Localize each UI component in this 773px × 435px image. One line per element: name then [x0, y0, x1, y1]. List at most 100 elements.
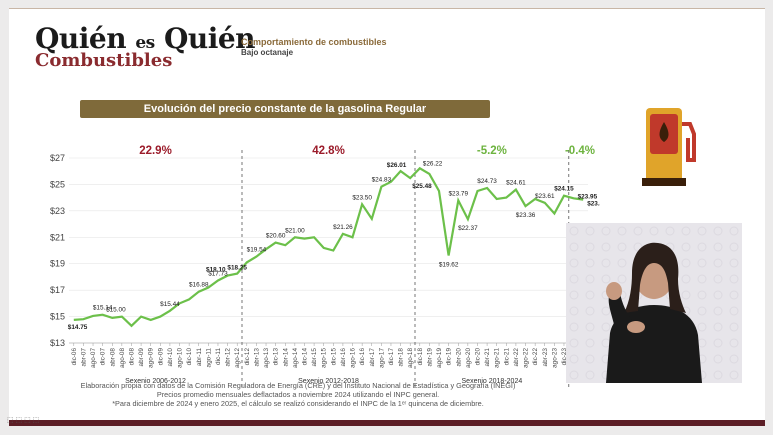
period-change-label: 42.8%	[312, 145, 345, 157]
x-tick-label: dic-08	[128, 348, 135, 366]
data-label: $16.88	[189, 282, 209, 289]
source-line-2: Precios promedio mensuales deflactados a…	[156, 390, 440, 399]
data-label: $22.37	[458, 225, 478, 232]
x-tick-label: abr-07	[80, 348, 87, 367]
x-tick-label: abr-21	[484, 348, 491, 367]
x-tick-label: dic-07	[100, 348, 107, 366]
x-tick-label: dic-15	[330, 348, 337, 366]
section-subtitle: Bajo octanaje	[241, 48, 294, 57]
source-note: Elaboración propia con datos de la Comis…	[0, 381, 596, 408]
period-label: Sexenio 2006-2012	[125, 378, 186, 385]
x-tick-label: ago-22	[523, 348, 530, 368]
x-tick-label: dic-12	[244, 348, 251, 366]
x-tick-label: abr-23	[542, 348, 549, 367]
data-label: $19.62	[439, 262, 459, 269]
player-controls-icon: ⬚ ⬚ ⬚ ⬚	[7, 417, 40, 424]
data-label: $23.36	[516, 212, 536, 219]
data-label: $23.50	[352, 194, 372, 201]
data-label: $24.73	[477, 178, 497, 185]
x-tick-label: ago-21	[494, 348, 501, 368]
y-tick-label: $23	[50, 206, 65, 216]
x-tick-label: dic-13	[273, 348, 280, 366]
x-tick-label: ago-07	[90, 348, 97, 368]
x-tick-label: dic-19	[446, 348, 453, 366]
x-tick-label: ago-10	[177, 348, 184, 368]
y-tick-label: $21	[50, 232, 65, 242]
x-tick-label: ago-23	[551, 348, 558, 368]
x-tick-label: dic-10	[186, 348, 193, 366]
y-tick-label: $17	[50, 285, 65, 295]
source-line-3: *Para diciembre de 2024 y enero 2025, el…	[112, 399, 484, 408]
x-tick-label: ago-08	[119, 348, 126, 368]
logo-title: Quién es Quién	[35, 22, 256, 55]
data-label: $21.26	[333, 224, 353, 231]
data-label: $24.61	[506, 180, 526, 187]
x-tick-label: ago-11	[205, 348, 212, 368]
x-tick-label: dic-16	[359, 348, 366, 366]
data-label: $23.85	[587, 201, 600, 208]
x-tick-label: dic-21	[503, 348, 510, 366]
data-label: $25.48	[412, 183, 432, 190]
data-label: $24.15	[554, 186, 574, 193]
x-tick-label: abr-18	[398, 348, 405, 367]
x-tick-label: dic-14	[301, 348, 308, 366]
data-label: $20.60	[266, 233, 286, 240]
x-tick-label: dic-09	[157, 348, 164, 366]
x-tick-label: abr-11	[196, 348, 203, 366]
x-tick-label: abr-22	[513, 348, 520, 367]
data-label: $23.61	[535, 193, 555, 200]
x-tick-label: dic-20	[474, 348, 481, 366]
x-tick-label: ago-16	[350, 348, 357, 368]
x-tick-label: ago-20	[465, 348, 472, 368]
x-tick-label: abr-17	[369, 348, 376, 367]
y-tick-label: $13	[50, 338, 65, 348]
data-label: $26.01	[387, 162, 407, 169]
x-tick-label: ago-18	[407, 348, 414, 368]
period-label: Sexenio 2018-2024	[462, 378, 523, 385]
data-label: $23.95	[578, 193, 598, 200]
x-tick-label: ago-14	[292, 348, 299, 368]
data-label: $21.00	[285, 227, 305, 234]
data-label: $15.00	[106, 307, 126, 314]
x-tick-label: abr-12	[225, 348, 232, 367]
data-label: $15.14	[93, 305, 113, 312]
data-label: $17.73	[208, 270, 228, 277]
x-tick-label: dic-11	[215, 348, 222, 365]
x-tick-label: abr-08	[109, 348, 116, 367]
data-label: $23.79	[448, 190, 468, 197]
bottom-bar	[9, 420, 765, 426]
x-tick-label: dic-18	[417, 348, 424, 366]
sign-language-interpreter	[566, 223, 742, 383]
x-tick-label: abr-16	[340, 348, 347, 367]
y-tick-label: $15	[50, 312, 65, 322]
period-change-label: 22.9%	[139, 145, 172, 157]
section-title: Comportamiento de combustibles	[241, 37, 387, 47]
series-line	[73, 166, 584, 328]
data-label: $18.25	[227, 265, 247, 272]
data-label: $24.83	[372, 177, 392, 184]
data-label: $15.44	[160, 301, 180, 308]
x-tick-label: abr-10	[167, 348, 174, 367]
period-label: Sexenio 2012-2018	[298, 378, 359, 385]
x-tick-label: ago-13	[263, 348, 270, 368]
data-label: $26.22	[423, 160, 443, 167]
x-tick-label: abr-09	[138, 348, 145, 367]
y-tick-label: $27	[50, 153, 65, 163]
x-tick-label: ago-12	[234, 348, 241, 368]
logo-subtitle: Combustibles	[35, 50, 173, 71]
fuel-pump-icon	[642, 108, 696, 186]
x-tick-label: dic-06	[71, 348, 78, 366]
source-line-1: Elaboración propia con datos de la Comis…	[80, 381, 516, 390]
period-change-label: -5.2%	[477, 145, 507, 157]
x-tick-label: abr-15	[311, 348, 318, 367]
x-tick-label: dic-23	[561, 348, 568, 366]
x-tick-label: ago-19	[436, 348, 443, 368]
data-label: $14.75	[68, 324, 88, 331]
top-divider	[9, 8, 765, 9]
chart-title: Evolución del precio constante de la gas…	[80, 100, 490, 118]
x-tick-label: ago-09	[148, 348, 155, 368]
price-chart: $13$15$17$19$21$23$25$27 dic-06 abr-07 ago…	[50, 145, 600, 388]
x-tick-label: dic-22	[532, 348, 539, 366]
y-tick-label: $25	[50, 179, 65, 189]
y-tick-label: $19	[50, 259, 65, 269]
